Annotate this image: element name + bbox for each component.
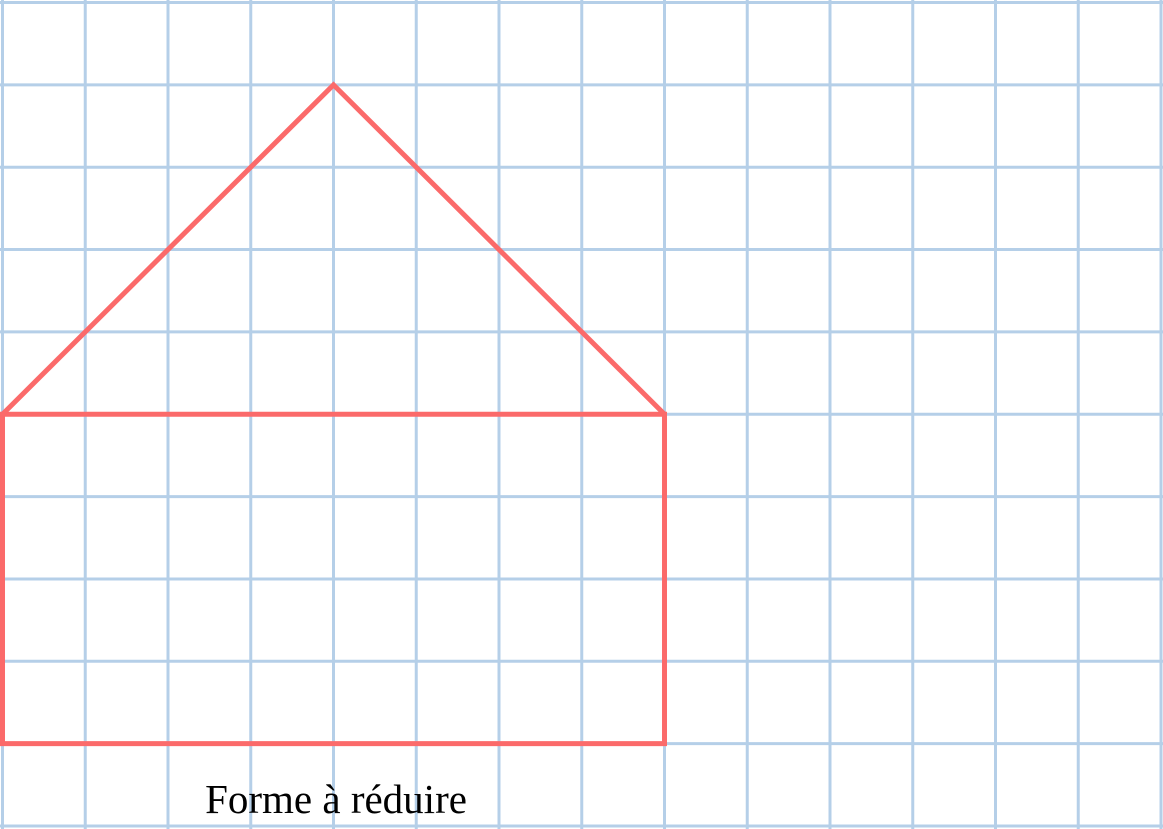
house-shape (0, 81, 667, 747)
shape-label: Forme à réduire (205, 776, 467, 822)
house-roof-triangle (0, 81, 667, 417)
house-body-rectangle (0, 411, 667, 747)
